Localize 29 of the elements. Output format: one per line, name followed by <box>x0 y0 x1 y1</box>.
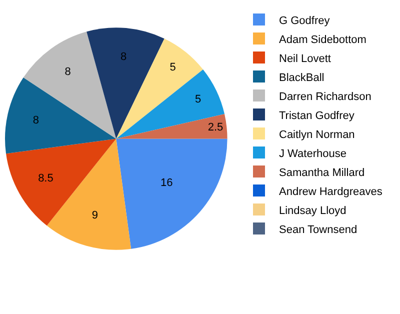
data-label: 8 <box>64 66 71 78</box>
legend-label: Neil Lovett <box>279 52 331 65</box>
legend-label: Darren Richardson <box>279 90 372 103</box>
legend-label: Andrew Hardgreaves <box>279 186 383 198</box>
pie-slice <box>116 69 225 139</box>
pie-slice <box>6 138 116 226</box>
pie-slice <box>5 78 116 154</box>
legend-label: Sean Townsend <box>279 224 358 236</box>
data-label: 8 <box>32 114 40 126</box>
data-label: 8.5 <box>38 172 54 185</box>
legend-label: BlackBall <box>279 72 324 84</box>
pie-slice <box>116 114 228 139</box>
pie-slice <box>116 138 228 249</box>
data-label: 2.5 <box>208 122 224 134</box>
data-label: 8 <box>120 50 127 63</box>
data-label: 9 <box>92 210 98 222</box>
legend-label: Adam Sidebottom <box>279 34 366 46</box>
legend-label: Caitlyn Norman <box>279 128 355 141</box>
data-label: 5 <box>195 93 202 106</box>
data-label: 5 <box>170 62 176 74</box>
legend-label: Tristan Godfrey <box>279 110 355 122</box>
legend-label: J Waterhouse <box>279 148 346 160</box>
data-label: 16 <box>160 176 173 189</box>
pie-slice <box>116 38 204 139</box>
pie-slice <box>23 32 116 139</box>
legend-label: Lindsay Lloyd <box>279 204 346 217</box>
pie-slice <box>86 28 164 139</box>
legend-label: G Godfrey <box>279 14 330 27</box>
legend-label: Samantha Millard <box>279 166 365 179</box>
